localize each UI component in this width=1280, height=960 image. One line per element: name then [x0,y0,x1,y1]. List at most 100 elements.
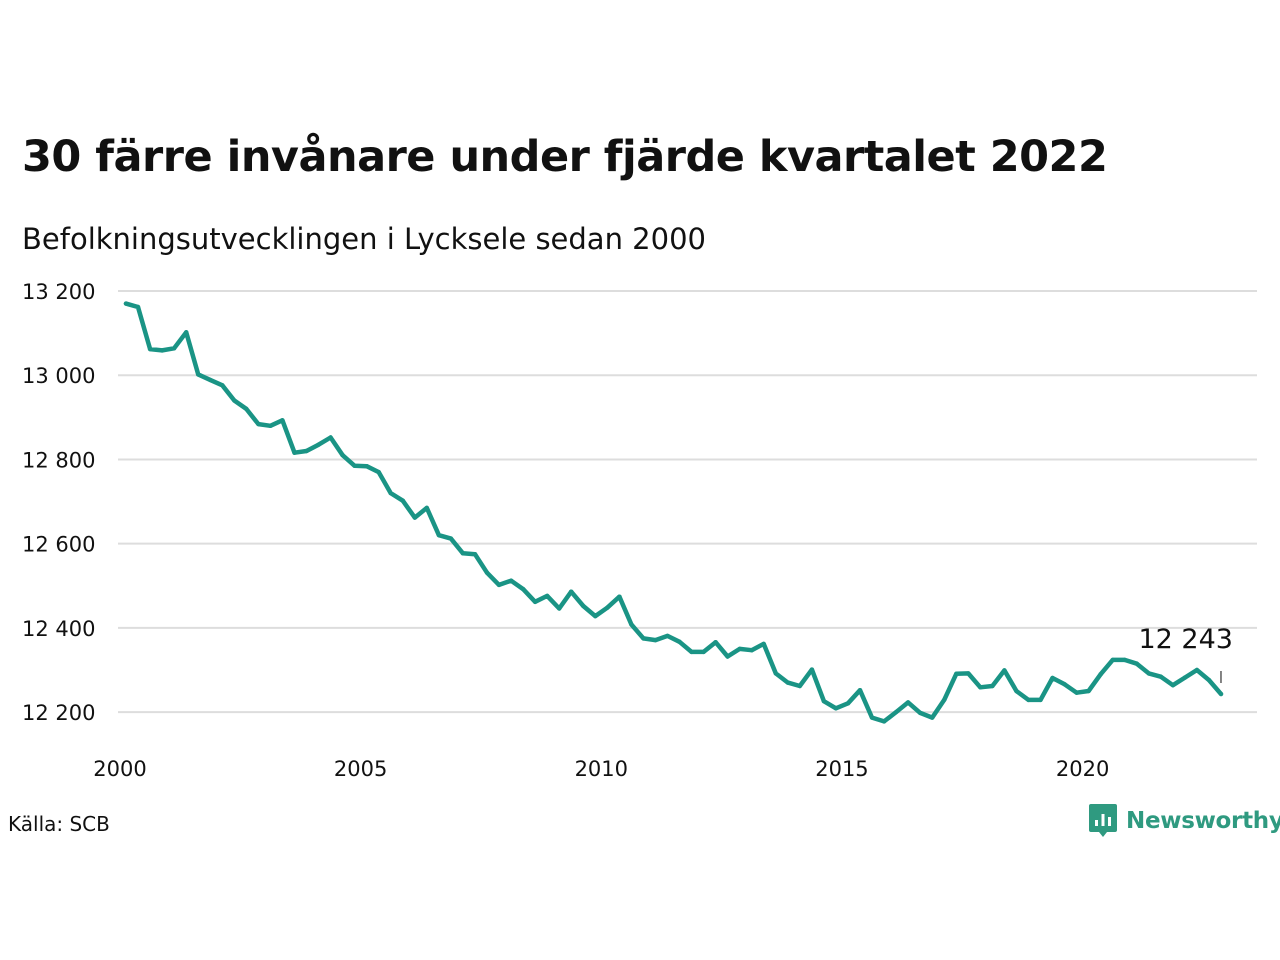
data-point [388,490,393,496]
population-line [123,301,1224,724]
data-point [845,701,851,706]
data-point [1026,697,1031,703]
data-point [617,594,622,599]
bar-chart-speech-bubble-icon [1089,804,1117,837]
data-point [268,423,273,428]
data-point [809,667,815,672]
data-point [821,699,827,704]
data-point [677,639,682,644]
data-point [147,346,153,352]
data-point [869,715,875,720]
data-point [713,640,718,645]
line-chart: 12 200 12 400 12 600 12 800 13 000 13 200 200… [22,280,1257,781]
data-point [1086,688,1091,694]
data-point [496,582,502,588]
brand-name: Newsworthy [1126,808,1280,834]
data-point [484,570,490,575]
y-axis: 12 200 12 400 12 600 12 800 13 000 13 200 [22,280,95,725]
data-point [569,589,574,594]
data-point [400,498,405,503]
data-point [376,469,381,475]
data-point [1146,671,1152,676]
data-point [1206,677,1212,683]
data-point [220,383,225,388]
data-point [304,448,309,454]
data-point [1014,688,1019,694]
x-tick-label: 2000 [93,757,146,781]
x-tick-label: 2010 [575,757,628,781]
data-point [1170,683,1176,688]
y-tick-label: 13 000 [22,364,95,388]
data-point [954,671,959,676]
data-point [196,372,201,377]
data-point [1134,661,1140,666]
last-value-label: 12 243 [1138,624,1232,655]
chart-subtitle: Befolkningsutvecklingen i Lycksele sedan… [22,222,706,256]
data-point [749,648,754,653]
data-point [328,435,333,440]
gridlines [118,290,1257,714]
chart-title: 30 färre invånare under fjärde kvartalet… [22,132,1108,182]
data-point [1158,674,1164,679]
data-point [605,605,610,610]
data-point [256,421,261,427]
y-tick-label: 12 200 [22,701,95,725]
data-point [448,536,454,541]
data-point [785,680,790,685]
data-point [1122,657,1127,663]
data-point [918,710,923,716]
data-point [460,551,466,556]
data-point [881,719,887,724]
data-point [436,533,442,538]
data-point [412,515,417,520]
y-tick-label: 12 400 [22,617,95,641]
data-point [773,671,778,676]
brand-logo: Newsworthy [1088,803,1280,839]
data-point [340,453,345,458]
data-point [629,622,634,627]
data-point [942,697,947,703]
data-point [641,636,646,641]
data-point [352,463,357,468]
data-point [1218,691,1224,697]
x-axis: 2000 2005 2010 2015 2020 [93,757,1109,781]
x-tick-label: 2005 [334,757,387,781]
data-point [232,398,237,403]
data-point [208,377,213,383]
data-point [171,346,177,351]
data-point [689,649,694,655]
data-point [990,683,995,689]
data-point [701,649,706,655]
data-point [545,593,550,599]
annotation-group: 12 243 [1138,624,1233,683]
data-point [244,406,249,412]
data-point [472,552,478,557]
data-point [123,301,129,306]
data-point [280,418,285,423]
data-point [1194,667,1200,673]
y-tick-label: 12 600 [22,533,95,557]
data-point [653,637,658,643]
data-point [1050,675,1055,681]
data-point [1182,675,1188,680]
y-tick-label: 12 800 [22,448,95,472]
data-point [364,464,369,469]
data-point [1002,668,1007,673]
data-point [1110,657,1115,663]
data-point [930,715,935,720]
data-point [797,683,802,689]
x-tick-label: 2015 [815,757,868,781]
series-group [123,301,1224,724]
data-point [1074,690,1079,695]
data-point [978,685,983,690]
data-point [857,688,863,693]
data-point [833,706,839,711]
data-point [966,671,971,676]
data-point [557,606,562,611]
data-point [508,578,514,583]
data-point [520,586,526,592]
y-tick-label: 13 200 [22,280,95,304]
data-point [184,330,189,335]
data-point [593,613,598,619]
data-point [532,599,538,604]
